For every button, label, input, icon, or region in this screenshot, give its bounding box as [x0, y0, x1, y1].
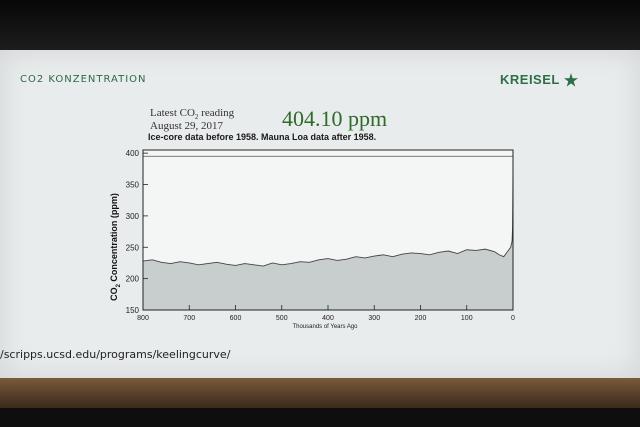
kreisel-logo: KREISEL — [500, 72, 578, 87]
y-tick-label: 300 — [126, 212, 140, 221]
presentation-slide: CO2 KONZENTRATION KREISEL Latest CO2 rea… — [0, 50, 640, 378]
logo-text: KREISEL — [500, 72, 560, 87]
floor — [0, 408, 640, 427]
co2-area — [143, 150, 513, 310]
chart-subtitle: Ice-core data before 1958. Mauna Loa dat… — [148, 132, 377, 142]
latest-reading-label: Latest CO2 reading — [150, 107, 235, 122]
source-url: /scripps.ucsd.edu/programs/keelingcurve/ — [0, 348, 231, 361]
co2-line — [142, 150, 514, 267]
star-logo-icon — [563, 72, 578, 87]
y-tick-label: 250 — [126, 243, 140, 252]
projector-bottom-edge — [0, 378, 640, 408]
co2-chart: 150 200 250 300 350 400 800 700 600 500 400 300 200 1… — [95, 142, 525, 339]
projector-top-frame — [0, 0, 640, 50]
x-tick-label: 800 — [137, 315, 149, 322]
x-tick-label: 0 — [511, 315, 515, 322]
y-tick-label: 350 — [126, 181, 140, 190]
x-tick-label: 400 — [322, 315, 334, 322]
x-axis-label: Thousands of Years Ago — [292, 324, 358, 330]
reading-value: 404.10 ppm — [282, 106, 388, 131]
slide-title: CO2 KONZENTRATION — [20, 74, 147, 85]
y-tick-label: 200 — [126, 275, 140, 284]
x-tick-label: 200 — [415, 315, 427, 322]
reading-date: August 29, 2017 — [150, 120, 224, 132]
y-tick-label: 150 — [126, 306, 140, 315]
x-tick-label: 500 — [276, 315, 288, 322]
x-tick-label: 600 — [230, 315, 242, 322]
co2-chart-svg: 150 200 250 300 350 400 800 700 600 500 400 300 200 1… — [109, 149, 515, 330]
y-tick-label: 400 — [126, 149, 140, 158]
x-tick-label: 700 — [183, 315, 195, 322]
x-tick-label: 100 — [461, 315, 473, 322]
y-axis-label: CO2 Concentration (ppm) — [109, 193, 122, 301]
x-tick-label: 300 — [368, 315, 380, 322]
